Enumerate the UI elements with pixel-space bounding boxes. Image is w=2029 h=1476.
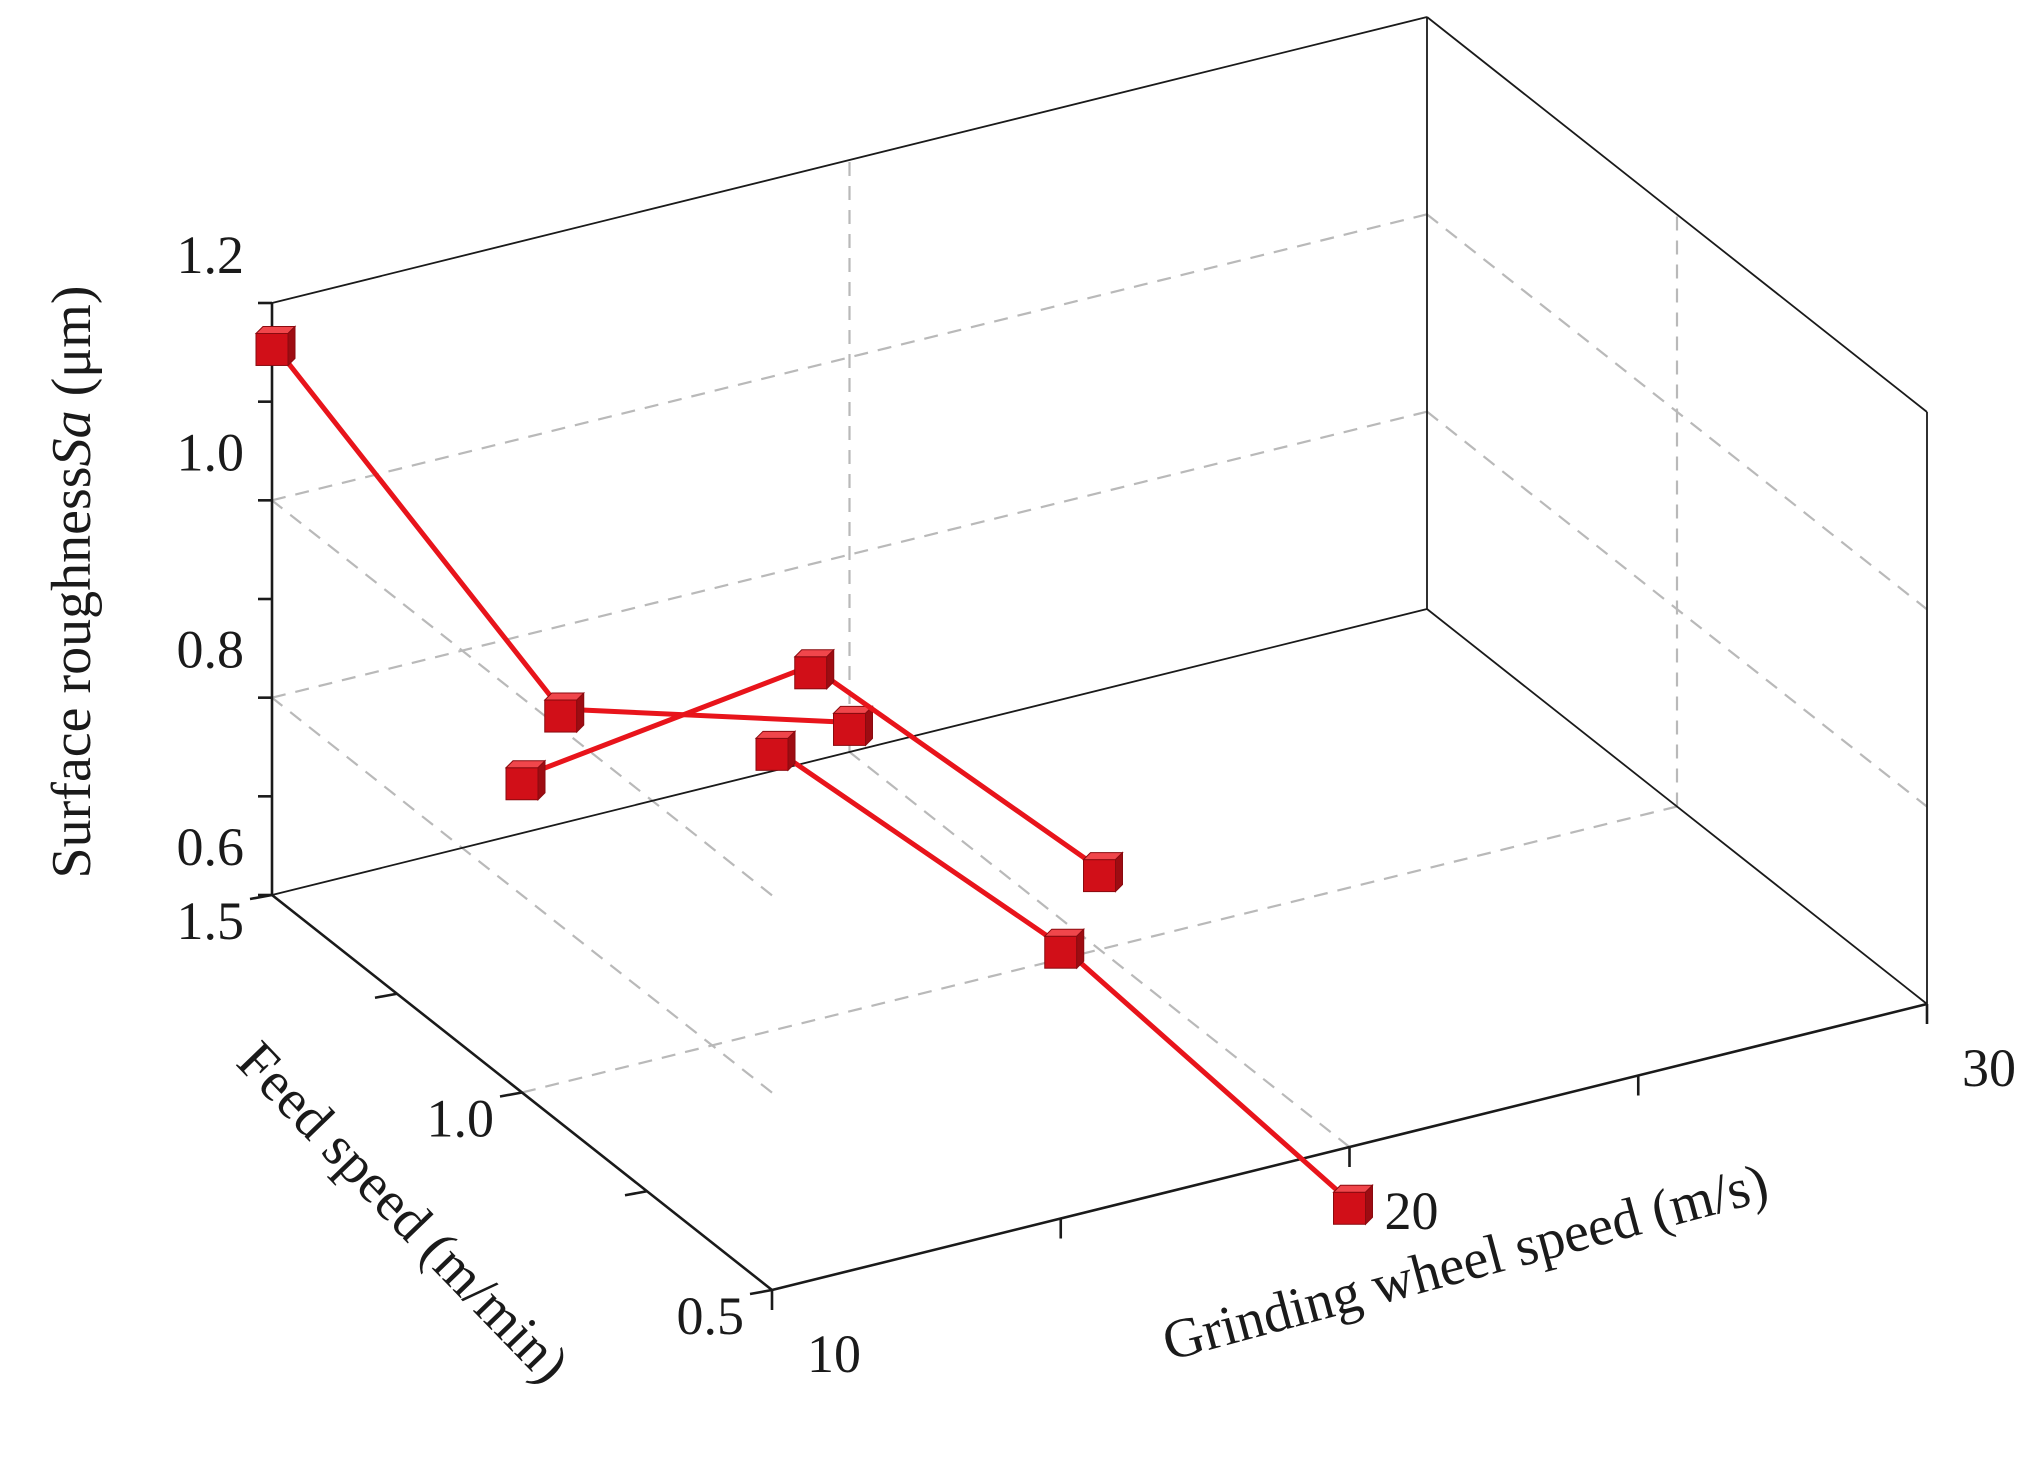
x-tick-label: 30 bbox=[1962, 1038, 2016, 1098]
box-side-bottom bbox=[1426, 608, 1928, 1005]
data-point-marker bbox=[504, 759, 547, 801]
z-axis-title: Surface roughnessSa (μm) bbox=[41, 286, 103, 879]
y-tick-label: 1.0 bbox=[427, 1089, 495, 1149]
data-point-marker bbox=[1043, 927, 1085, 970]
series-line-2 bbox=[770, 745, 1352, 1204]
data-point-marker bbox=[754, 730, 797, 772]
data-point-marker bbox=[254, 325, 297, 367]
grid-lines bbox=[271, 160, 1928, 1148]
y-tick-3 bbox=[374, 992, 398, 1000]
left-wall-grid-z-1 bbox=[271, 499, 773, 897]
floor-grid-y-mid bbox=[521, 805, 1678, 1094]
floor-grid-x-mid bbox=[848, 751, 1351, 1148]
box-back-bottom bbox=[271, 608, 1428, 896]
y-axis-title: Feed speed (m/min) bbox=[225, 1030, 581, 1395]
x-tick-label: 10 bbox=[807, 1324, 861, 1384]
box-side-top bbox=[1426, 16, 1928, 413]
x-tick-label: 20 bbox=[1385, 1181, 1439, 1241]
bounding-box bbox=[271, 16, 1928, 1005]
ticks: 10 20 30 1.5 1.0 0.5 0.6 0.8 1.0 1.2 bbox=[177, 225, 2017, 1384]
y-tick-1 bbox=[624, 1189, 648, 1197]
left-wall-grid-z-0 bbox=[271, 696, 773, 1094]
data-point-marker bbox=[1332, 1184, 1374, 1226]
z-axis-title-text: Surface roughness bbox=[41, 466, 103, 878]
side-wall-grid-z-1 bbox=[1426, 213, 1928, 611]
back-wall-grid-z-1 bbox=[271, 213, 1428, 502]
data-point-marker bbox=[832, 705, 874, 747]
y-tick-label: 0.5 bbox=[677, 1286, 745, 1346]
series-line-0 bbox=[270, 340, 850, 725]
box-back-top bbox=[271, 16, 1428, 304]
series-line-1 bbox=[521, 662, 1101, 871]
z-tick-label: 1.2 bbox=[177, 225, 245, 285]
data-series bbox=[254, 325, 1374, 1226]
z-tick-label: 0.6 bbox=[177, 817, 245, 877]
z-tick-label: 1.0 bbox=[177, 422, 245, 482]
data-point-marker bbox=[543, 691, 585, 734]
side-wall-grid-z-0 bbox=[1426, 410, 1928, 808]
x-axis-title: Grinding wheel speed (m/s) bbox=[1156, 1152, 1774, 1373]
y-tick-2 bbox=[499, 1091, 523, 1098]
y-tick-0 bbox=[749, 1288, 773, 1296]
back-wall-grid-z-0 bbox=[271, 410, 1428, 699]
data-point-marker bbox=[793, 648, 835, 691]
data-point-marker bbox=[1082, 851, 1124, 893]
z-axis-title-symbol: Sa bbox=[41, 410, 103, 466]
y-tick-label: 1.5 bbox=[177, 891, 245, 951]
z-axis-title-unit: (μm) bbox=[41, 286, 103, 397]
z-tick-label: 0.8 bbox=[177, 620, 245, 680]
